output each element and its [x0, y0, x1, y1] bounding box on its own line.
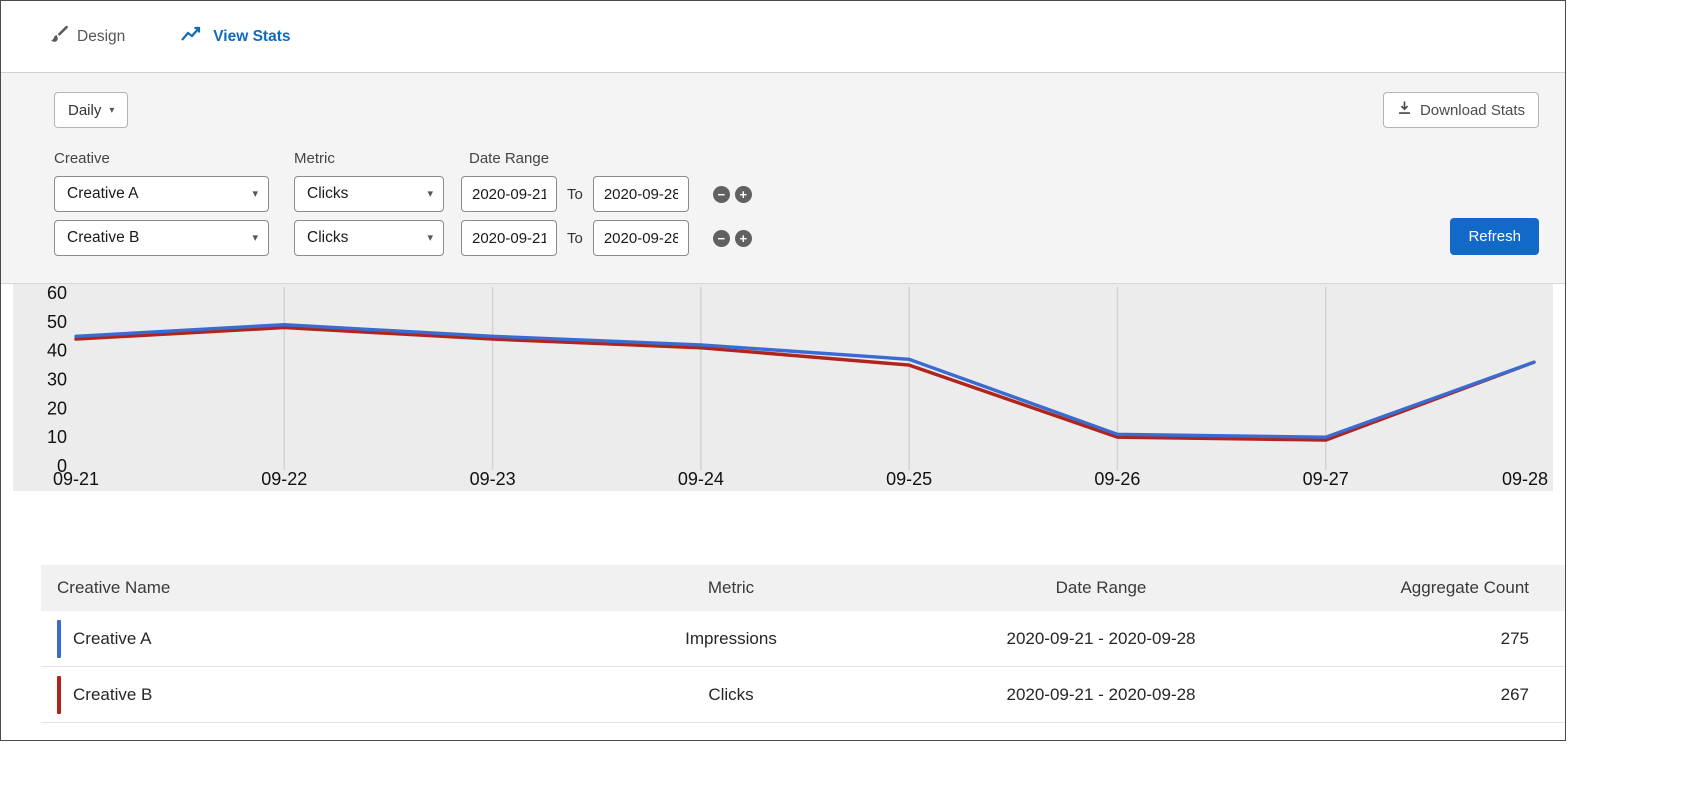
- aggregate-count-cell: 267: [1500, 684, 1529, 704]
- interval-dropdown-value: Daily: [68, 101, 102, 119]
- metric-select-row1-value: Clicks: [307, 185, 349, 202]
- caret-down-icon: ▾: [427, 188, 433, 201]
- topbar: Design View Stats: [1, 1, 1565, 73]
- svg-text:60: 60: [47, 284, 67, 303]
- date-range-label: Date Range: [469, 150, 550, 167]
- stats-table: Creative Name Metric Date Range Aggregat…: [41, 565, 1565, 723]
- date-range-row2: To − +: [461, 220, 752, 256]
- svg-text:10: 10: [47, 427, 67, 447]
- line-chart: 0 10 20 30 40 50 60 09-21 09-22 09-23 09-24 09-25 09…: [13, 284, 1553, 491]
- date-range-cell: 2020-09-21 - 2020-09-28: [1006, 684, 1196, 704]
- app-window: Design View Stats Daily ▾ D: [0, 0, 1566, 741]
- creative-select-row1[interactable]: Creative A ▾: [54, 176, 269, 212]
- creative-name-cell: Creative A: [73, 628, 152, 648]
- plus-circle-icon-row2[interactable]: +: [734, 229, 752, 247]
- date-range-cell: 2020-09-21 - 2020-09-28: [1006, 628, 1196, 648]
- download-stats-button[interactable]: Download Stats: [1382, 92, 1539, 128]
- svg-text:30: 30: [47, 370, 67, 390]
- col-header-date-range: Date Range: [1055, 578, 1147, 597]
- metric-select-row2[interactable]: Clicks ▾: [294, 220, 444, 256]
- brush-icon: [49, 25, 68, 49]
- svg-text:09-22: 09-22: [261, 469, 307, 489]
- download-icon: [1397, 100, 1412, 120]
- tab-design[interactable]: Design: [49, 25, 125, 49]
- col-header-aggregate-count: Aggregate Count: [1400, 578, 1529, 597]
- minus-circle-icon-row2[interactable]: −: [712, 229, 730, 247]
- date-range-row1: To − +: [461, 176, 752, 212]
- tab-design-label: Design: [77, 27, 126, 45]
- metric-cell: Clicks: [708, 684, 754, 704]
- caret-down-icon: ▾: [252, 188, 258, 201]
- tab-view-stats[interactable]: View Stats: [181, 26, 291, 48]
- creative-select-row2-value: Creative B: [67, 229, 140, 246]
- plus-circle-icon-row1[interactable]: +: [734, 185, 752, 203]
- metric-select-row2-value: Clicks: [307, 229, 349, 246]
- col-header-metric: Metric: [707, 578, 755, 597]
- filter-grid: Creative Metric Date Range Creative A ▾ …: [54, 150, 1565, 256]
- svg-text:09-25: 09-25: [886, 469, 932, 489]
- aggregate-count-cell: 275: [1500, 628, 1529, 648]
- caret-down-icon: ▾: [427, 232, 433, 245]
- end-date-input-row1[interactable]: [592, 176, 689, 212]
- filters-panel: Daily ▾ Download Stats Creative Metric D…: [1, 73, 1565, 284]
- series-color-bar: [57, 619, 61, 658]
- metric-cell: Impressions: [685, 628, 777, 648]
- svg-text:20: 20: [47, 398, 67, 418]
- caret-down-icon: ▾: [109, 104, 115, 116]
- svg-text:09-27: 09-27: [1303, 469, 1349, 489]
- creative-select-row2[interactable]: Creative B ▾: [54, 220, 269, 256]
- svg-text:50: 50: [47, 312, 67, 332]
- svg-text:09-21: 09-21: [53, 469, 99, 489]
- svg-text:0: 0: [57, 456, 67, 476]
- col-header-creative-name: Creative Name: [57, 578, 171, 597]
- creative-name-cell: Creative B: [73, 684, 153, 704]
- svg-text:40: 40: [47, 341, 67, 361]
- range-controls-row2: − +: [712, 229, 752, 247]
- table-header-row: Creative Name Metric Date Range Aggregat…: [41, 565, 1565, 611]
- start-date-input-row2[interactable]: [461, 220, 557, 256]
- refresh-button[interactable]: Refresh: [1450, 218, 1539, 255]
- svg-text:09-23: 09-23: [470, 469, 516, 489]
- tab-view-stats-label: View Stats: [213, 27, 291, 45]
- start-date-input-row1[interactable]: [461, 176, 557, 212]
- svg-text:09-26: 09-26: [1094, 469, 1140, 489]
- metric-select-row1[interactable]: Clicks ▾: [294, 176, 444, 212]
- creative-label: Creative: [54, 150, 110, 167]
- interval-dropdown[interactable]: Daily ▾: [54, 92, 129, 128]
- metric-label: Metric: [294, 150, 335, 167]
- line-chart-svg: 0 10 20 30 40 50 60 09-21 09-22 09-23 09-24 09-25 09…: [47, 284, 1548, 489]
- series-color-bar: [57, 675, 61, 714]
- table-row: Creative A Impressions 2020-09-21 - 2020…: [41, 611, 1565, 667]
- creative-select-row1-value: Creative A: [67, 185, 139, 202]
- line-chart-icon: [181, 26, 204, 48]
- end-date-input-row2[interactable]: [592, 220, 689, 256]
- table-row: Creative B Clicks 2020-09-21 - 2020-09-2…: [41, 667, 1565, 723]
- to-label: To: [567, 185, 583, 203]
- download-stats-label: Download Stats: [1419, 101, 1525, 119]
- svg-text:09-24: 09-24: [678, 469, 724, 489]
- range-controls-row1: − +: [712, 185, 752, 203]
- caret-down-icon: ▾: [252, 232, 258, 245]
- svg-text:09-28: 09-28: [1502, 469, 1548, 489]
- to-label: To: [567, 229, 583, 247]
- minus-circle-icon-row1[interactable]: −: [712, 185, 730, 203]
